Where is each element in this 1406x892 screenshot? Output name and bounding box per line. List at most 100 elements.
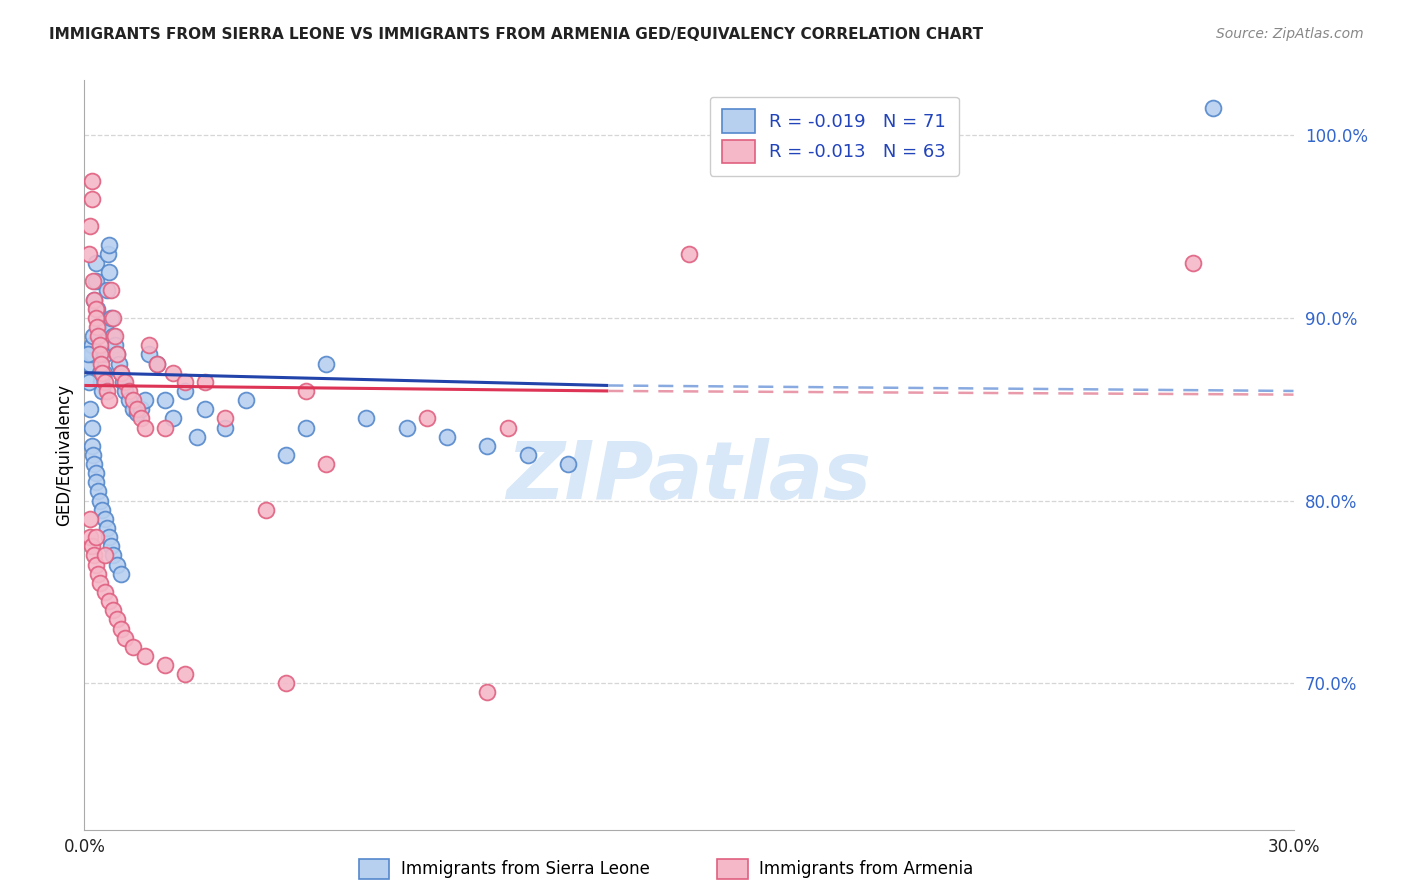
Point <box>82 539 104 553</box>
Point <box>162 411 184 425</box>
Point <box>121 402 143 417</box>
Point <box>87 329 110 343</box>
Point <box>118 384 141 398</box>
Point <box>129 411 152 425</box>
Point <box>110 622 132 636</box>
Point <box>395 420 418 434</box>
Point <box>121 640 143 654</box>
Point <box>100 284 122 298</box>
Point <box>104 338 127 352</box>
Point <box>79 357 101 371</box>
Point <box>110 366 132 380</box>
Point <box>194 375 217 389</box>
Point <box>86 320 108 334</box>
Point <box>516 448 538 462</box>
Point <box>96 384 118 398</box>
Point <box>93 366 115 380</box>
Point <box>82 329 104 343</box>
Point <box>110 366 132 380</box>
Point <box>100 539 122 553</box>
Point <box>146 357 169 371</box>
Point <box>436 430 458 444</box>
Point <box>79 512 101 526</box>
Legend: R = -0.019   N = 71, R = -0.013   N = 63: R = -0.019 N = 71, R = -0.013 N = 63 <box>710 97 959 176</box>
Point <box>83 457 105 471</box>
Point <box>416 411 439 425</box>
Point <box>114 375 136 389</box>
Point <box>86 256 108 270</box>
Text: IMMIGRANTS FROM SIERRA LEONE VS IMMIGRANTS FROM ARMENIA GED/EQUIVALENCY CORRELAT: IMMIGRANTS FROM SIERRA LEONE VS IMMIGRAN… <box>49 27 983 42</box>
Point <box>96 284 118 298</box>
Point <box>121 393 143 408</box>
Point <box>87 484 110 499</box>
Point <box>114 384 136 398</box>
Point <box>89 366 111 380</box>
Point <box>90 375 112 389</box>
Point <box>138 347 160 361</box>
Point <box>295 384 318 398</box>
Point <box>129 402 152 417</box>
Point <box>134 648 156 663</box>
Point <box>79 530 101 544</box>
Point <box>93 347 115 361</box>
Point <box>86 310 108 325</box>
Point <box>214 420 236 434</box>
Point <box>98 265 121 279</box>
Point <box>89 575 111 590</box>
Point <box>82 439 104 453</box>
Point <box>97 393 120 408</box>
Point <box>105 347 128 361</box>
Point <box>186 430 208 444</box>
Point <box>83 293 105 307</box>
Point <box>1181 256 1204 270</box>
Point <box>87 320 110 334</box>
Point <box>153 658 176 673</box>
Point <box>77 347 100 361</box>
Point <box>96 521 118 535</box>
Point <box>105 347 128 361</box>
Point <box>97 594 120 608</box>
Point <box>97 237 120 252</box>
Point <box>101 310 124 325</box>
Point <box>101 329 124 343</box>
Point <box>678 247 700 261</box>
Point <box>125 406 148 420</box>
Point <box>77 247 100 261</box>
Point <box>84 466 107 480</box>
Point <box>82 448 104 462</box>
Point <box>93 585 115 599</box>
Point <box>174 375 197 389</box>
Point <box>84 274 107 288</box>
Point <box>104 329 127 343</box>
Point <box>1202 101 1225 115</box>
Point <box>93 375 115 389</box>
Point <box>174 384 197 398</box>
Point <box>93 512 115 526</box>
Point <box>89 347 111 361</box>
Point <box>80 420 103 434</box>
Point <box>356 411 378 425</box>
Point <box>80 192 103 206</box>
Point <box>114 631 136 645</box>
Point <box>79 219 101 234</box>
Text: ZIPatlas: ZIPatlas <box>506 438 872 516</box>
Text: Source: ZipAtlas.com: Source: ZipAtlas.com <box>1216 27 1364 41</box>
Point <box>194 402 217 417</box>
Point <box>82 274 104 288</box>
Point <box>89 347 111 361</box>
Point <box>101 549 124 563</box>
Point <box>477 439 499 453</box>
Point <box>97 530 120 544</box>
Point <box>315 357 337 371</box>
Point <box>87 566 110 581</box>
Point <box>118 393 141 408</box>
Point <box>274 676 297 690</box>
Point <box>93 549 115 563</box>
Point <box>90 357 112 371</box>
Point <box>125 402 148 417</box>
Point <box>94 320 117 334</box>
Point <box>97 247 120 261</box>
Point <box>295 420 318 434</box>
Point <box>111 375 134 389</box>
Point <box>496 420 519 434</box>
